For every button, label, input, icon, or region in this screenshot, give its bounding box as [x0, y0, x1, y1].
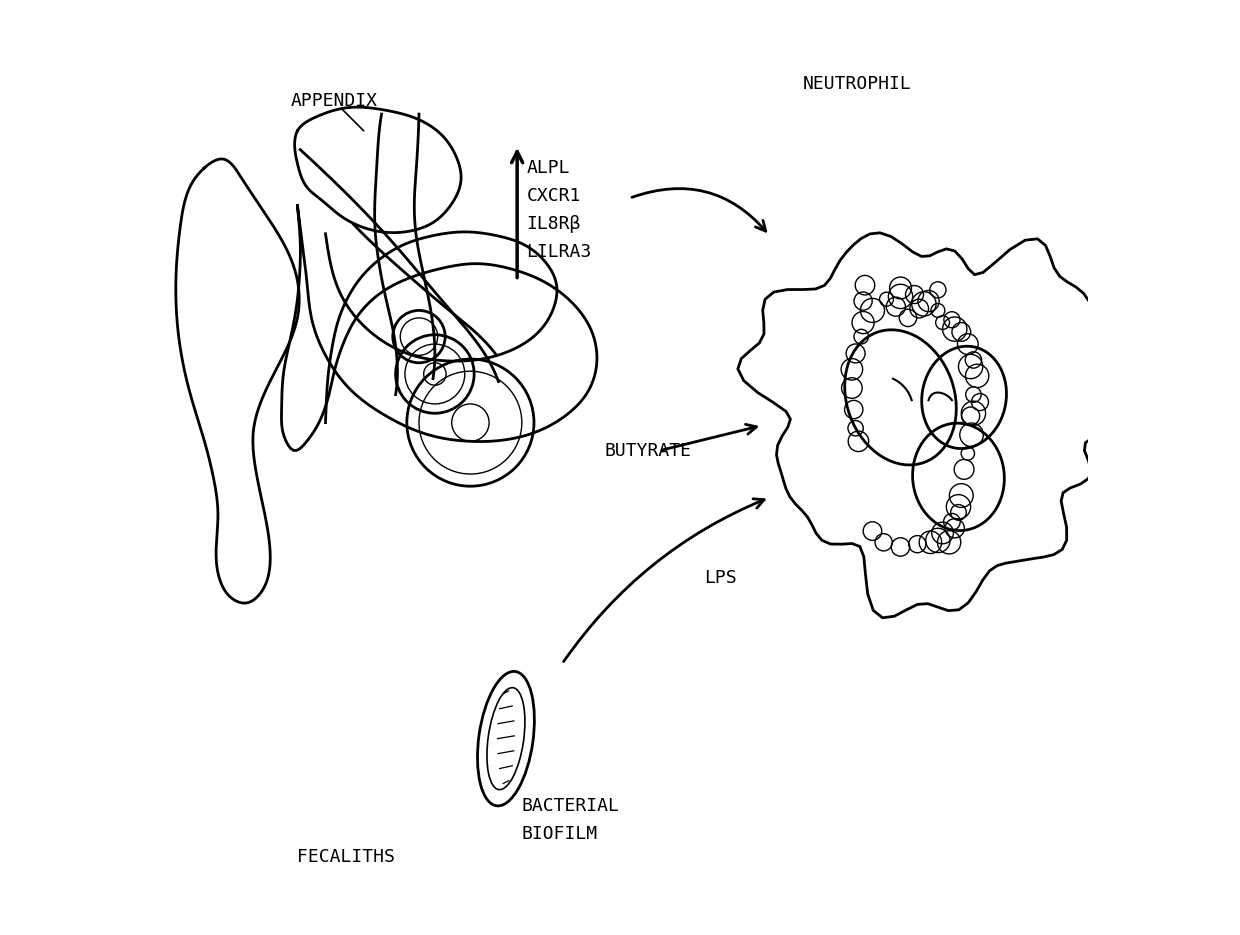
- Text: NEUTROPHIL: NEUTROPHIL: [802, 75, 911, 94]
- Text: BUTYRATE: BUTYRATE: [604, 441, 691, 460]
- Text: BACTERIAL: BACTERIAL: [522, 797, 620, 815]
- Text: FECALITHS: FECALITHS: [298, 848, 396, 867]
- Text: LILRA3: LILRA3: [527, 243, 591, 262]
- Text: BIOFILM: BIOFILM: [522, 825, 598, 843]
- Text: CXCR1: CXCR1: [527, 187, 580, 206]
- Text: LPS: LPS: [704, 568, 737, 587]
- Text: APPENDIX: APPENDIX: [291, 92, 378, 110]
- Text: IL8Rβ: IL8Rβ: [527, 215, 580, 234]
- Text: ALPL: ALPL: [527, 159, 570, 178]
